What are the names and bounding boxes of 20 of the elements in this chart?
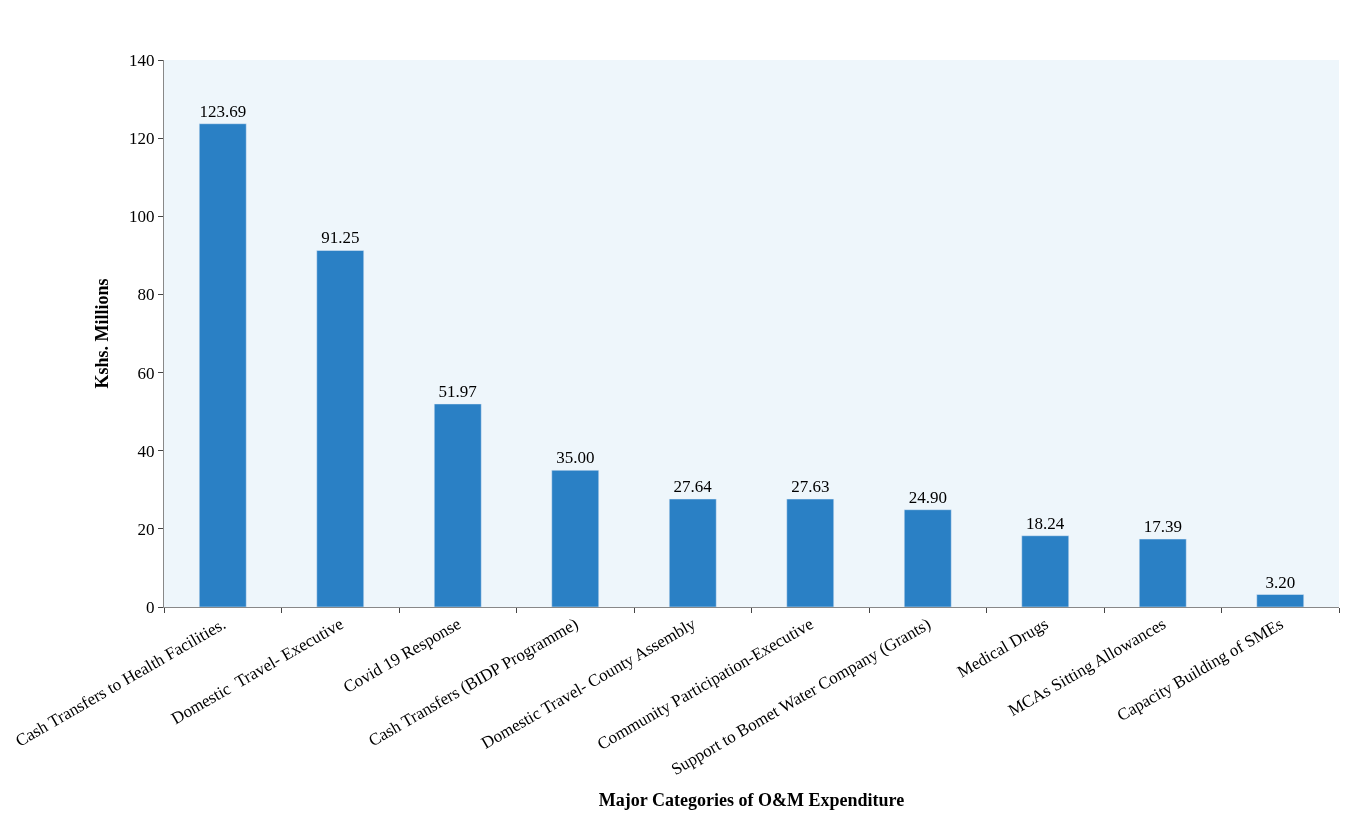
y-tick-label: 40 <box>137 441 155 461</box>
data-label: 24.90 <box>908 487 947 507</box>
data-label: 27.64 <box>673 477 713 497</box>
y-tick-label: 0 <box>146 597 155 617</box>
y-tick-label: 140 <box>129 50 155 70</box>
data-label: 123.69 <box>199 101 247 121</box>
y-tick-label: 80 <box>137 285 155 305</box>
data-label: 18.24 <box>1025 513 1065 533</box>
data-label: 35.00 <box>556 448 595 468</box>
data-label: 27.63 <box>791 477 830 497</box>
data-label: 3.20 <box>1265 572 1296 592</box>
data-label: 91.25 <box>321 228 360 248</box>
y-tick-label: 120 <box>129 129 155 149</box>
data-label: 17.39 <box>1143 517 1182 537</box>
data-label: 51.97 <box>438 381 478 401</box>
y-tick-label: 60 <box>137 363 155 383</box>
x-axis-title: Major Categories of O&M Expenditure <box>598 789 905 810</box>
y-tick-label: 20 <box>137 519 155 539</box>
y-axis-title: Kshs. Millions <box>92 278 113 389</box>
y-tick-label: 100 <box>129 207 155 227</box>
